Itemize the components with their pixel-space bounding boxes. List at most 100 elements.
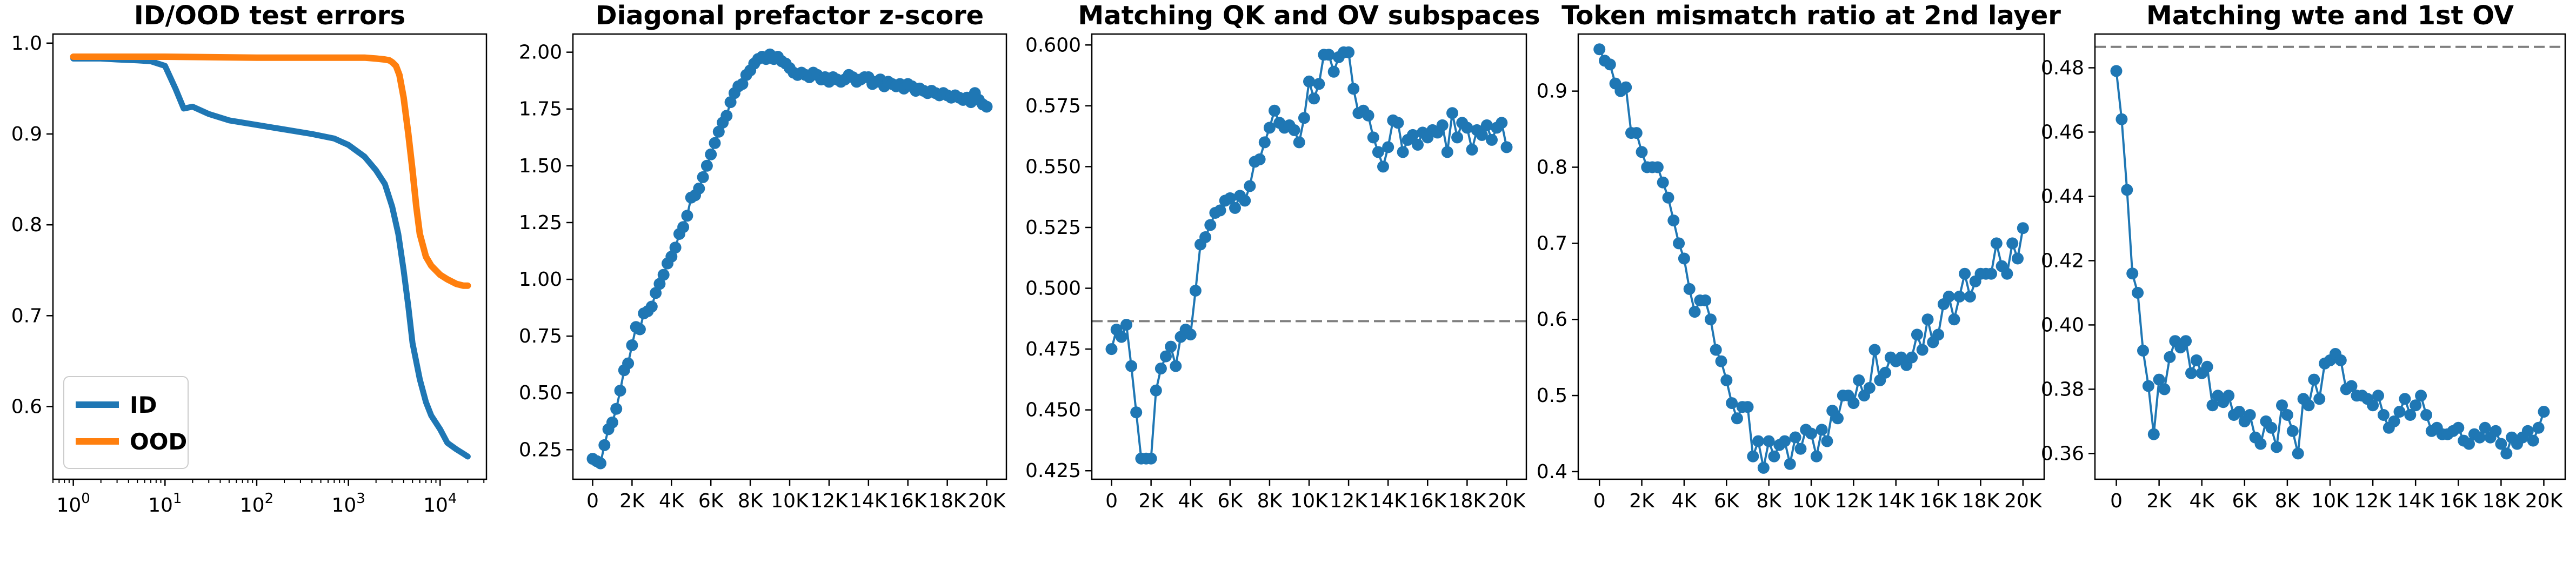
data-point xyxy=(1879,366,1892,379)
x-tick-label: 10K xyxy=(1290,490,1329,512)
data-point xyxy=(1604,58,1616,71)
data-point xyxy=(1160,350,1172,363)
data-point xyxy=(2137,345,2149,357)
data-point xyxy=(1298,112,1310,124)
data-point xyxy=(1832,412,1844,425)
chart-title: Matching wte and 1st OV xyxy=(2146,1,2514,31)
data-point xyxy=(677,221,690,233)
x-tick-base: 10 xyxy=(56,494,81,517)
data-point xyxy=(1184,328,1197,341)
x-tick-label: 8K xyxy=(738,490,764,512)
data-point xyxy=(1244,180,1256,192)
panel-token-mismatch-ratio: Token mismatch ratio at 2nd layer 0.4 0.5 0… xyxy=(1537,1,2061,512)
legend-label: ID xyxy=(130,392,157,418)
data-point xyxy=(2012,252,2024,265)
data-point xyxy=(1189,285,1202,297)
data-point xyxy=(2527,434,2539,447)
data-point xyxy=(1959,267,1971,280)
x-tick-label: 103 xyxy=(331,491,365,517)
data-point xyxy=(1199,231,1212,243)
data-point xyxy=(614,385,626,397)
y-tick-label: 0.46 xyxy=(2041,121,2084,143)
data-point xyxy=(2313,393,2326,405)
data-point xyxy=(2420,409,2432,421)
y-tick-label: 0.9 xyxy=(11,123,42,145)
data-point xyxy=(2147,428,2160,440)
data-point xyxy=(2223,390,2235,402)
data-point xyxy=(2206,399,2219,412)
y-tick-label: 0.575 xyxy=(1025,95,1081,117)
chart-title: Token mismatch ratio at 2nd layer xyxy=(1561,1,2061,31)
data-point xyxy=(2132,286,2144,299)
series-line-ood xyxy=(70,53,471,289)
panel-matching-wte-1st-ov: Matching wte and 1st OV 0.36 0.38 0.40 0.42 0… xyxy=(2041,1,2566,512)
data-point xyxy=(1683,283,1696,295)
data-point xyxy=(1347,83,1360,95)
y-tick-label: 0.5 xyxy=(1537,385,1567,407)
y-tick-label: 0.450 xyxy=(1025,399,1081,421)
data-point xyxy=(2452,421,2465,434)
data-point xyxy=(2001,267,2013,280)
data-point xyxy=(2110,65,2123,77)
data-point xyxy=(1229,202,1241,214)
x-tick-label: 16K xyxy=(2440,490,2478,512)
y-tick-label: 0.7 xyxy=(11,305,42,327)
data-point xyxy=(1932,328,1945,341)
data-point xyxy=(1990,237,2003,250)
y-tick-label: 1.00 xyxy=(519,269,562,291)
y-tick-label: 1.75 xyxy=(519,98,562,120)
data-point xyxy=(645,300,658,313)
data-point xyxy=(1500,141,1513,153)
data-point xyxy=(1145,452,1157,465)
data-point xyxy=(2473,431,2486,444)
data-point xyxy=(606,416,618,428)
data-point xyxy=(1699,294,1712,306)
data-point xyxy=(1810,450,1823,462)
data-point xyxy=(2126,267,2139,280)
data-point xyxy=(2399,393,2411,405)
data-point xyxy=(2286,425,2299,437)
data-point xyxy=(1362,109,1374,122)
y-tick-label: 0.48 xyxy=(2041,57,2084,79)
data-point xyxy=(1731,412,1743,425)
data-point xyxy=(1953,290,1966,303)
data-point xyxy=(1689,306,1701,318)
x-tick-label: 0 xyxy=(586,490,599,512)
x-tick-label: 8K xyxy=(2275,490,2301,512)
data-point xyxy=(1150,384,1162,397)
data-point xyxy=(2404,409,2417,421)
data-point xyxy=(2233,406,2245,418)
y-tick-label: 0.8 xyxy=(1537,156,1567,178)
data-point xyxy=(1263,122,1276,134)
x-tick-label: 10K xyxy=(771,490,809,512)
data-point xyxy=(1657,176,1669,189)
y-tick-label: 0.525 xyxy=(1025,217,1081,239)
data-point xyxy=(1496,117,1508,129)
data-point xyxy=(1120,319,1132,331)
data-point xyxy=(650,287,662,299)
data-point xyxy=(705,148,717,160)
data-point xyxy=(1906,351,1918,364)
data-point xyxy=(1636,146,1648,158)
y-tick-label: 0.25 xyxy=(519,439,562,461)
data-point xyxy=(2201,360,2213,373)
data-point xyxy=(1115,331,1127,343)
data-point xyxy=(1752,435,1764,447)
data-point xyxy=(1948,313,1960,326)
data-point xyxy=(2276,399,2288,412)
plot-area xyxy=(1593,43,2029,474)
data-point xyxy=(2158,383,2171,395)
x-tick-label: 18K xyxy=(929,490,967,512)
data-point xyxy=(1630,127,1643,139)
x-tick-label: 10K xyxy=(1792,490,1831,512)
data-point xyxy=(2153,373,2165,386)
y-tick-label: 0.550 xyxy=(1025,156,1081,178)
data-point xyxy=(1476,129,1488,141)
panel-diagonal-prefactor-z-score: Diagonal prefactor z-score 0.25 0.50 0.75 1.… xyxy=(519,1,1007,512)
data-point xyxy=(2190,354,2203,366)
x-tick-label: 2K xyxy=(2146,490,2172,512)
panel-matching-qk-ov-subspaces: Matching QK and OV subspaces 0.425 0.450 0.… xyxy=(1025,1,1540,512)
data-point xyxy=(1805,427,1817,440)
axes-frame xyxy=(52,33,488,480)
data-point xyxy=(1406,129,1419,141)
